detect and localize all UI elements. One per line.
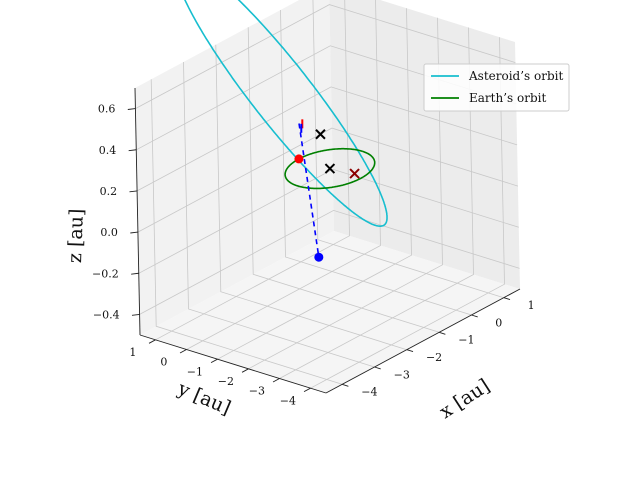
point-dot-1 — [314, 252, 324, 262]
point-cross-stroke-b-4 — [349, 168, 360, 179]
z-axis-label: z [au] — [64, 208, 88, 263]
x-tick-0 — [342, 383, 349, 387]
gridline-x-0 — [150, 79, 343, 385]
y-axis-line — [139, 334, 327, 394]
z-tick-label-1: −0.2 — [92, 267, 119, 280]
y-tick-5 — [148, 339, 156, 344]
z-tick-label-2: 0.0 — [100, 226, 118, 239]
z-tick-label-0: −0.4 — [93, 308, 120, 321]
z-tick-4 — [128, 149, 137, 152]
x-tick-label-4: 0 — [495, 316, 502, 329]
x-axis-label: x [au] — [436, 375, 494, 423]
dashed-segment-0 — [298, 123, 320, 258]
y-tick-label-0: −4 — [280, 394, 296, 407]
marker-layer — [294, 119, 360, 262]
y-tick-label-3: −1 — [187, 365, 203, 378]
z-tick-label-5: 0.6 — [98, 103, 116, 116]
x-tick-label-5: 1 — [528, 299, 535, 312]
y-tick-label-2: −2 — [218, 375, 234, 388]
legend-label-earth: Earth’s orbit — [469, 91, 546, 105]
point-cross-4 — [349, 168, 360, 179]
legend: Asteroid’s orbit Earth’s orbit — [423, 63, 570, 112]
gridline-z-3 — [136, 86, 518, 192]
series-layer — [184, 0, 388, 258]
z-tick-3 — [129, 190, 138, 193]
x-axis-line — [325, 288, 521, 394]
x-tick-5 — [503, 297, 511, 301]
axis-lines — [134, 87, 521, 394]
y-tick-label-5: 1 — [129, 346, 136, 359]
y-tick-4 — [179, 349, 187, 354]
z-axis-line — [134, 87, 141, 336]
gridline-z-1 — [138, 168, 519, 274]
x-tick-label-0: −4 — [361, 386, 377, 399]
gridline-y-4 — [186, 0, 381, 350]
gridline-x-1 — [183, 61, 375, 368]
x-tick-4 — [471, 314, 478, 318]
gridline-y-5 — [155, 0, 350, 341]
legend-label-asteroid: Asteroid’s orbit — [468, 69, 563, 83]
series-line-1 — [284, 147, 376, 190]
pane-floor — [140, 231, 520, 393]
point-cross-stroke-b-2 — [324, 163, 336, 174]
gridline-x-3 — [247, 27, 440, 333]
y-tick-0 — [303, 387, 311, 393]
gridline-y-0 — [310, 37, 505, 389]
gridline-x-4 — [280, 9, 472, 316]
axis-ticks: −4 −3 −2 −1 0 1 −4 −3 −2 −1 0 1 −0.4 −0.2 0.0 0.2 0.4 0.6 — [92, 103, 535, 408]
y-tick-label-4: 0 — [160, 356, 167, 369]
y-tick-3 — [210, 358, 218, 364]
z-tick-2 — [130, 231, 138, 234]
x-tick-2 — [406, 349, 414, 353]
x-tick-label-1: −3 — [394, 368, 410, 381]
point-dot-0 — [294, 154, 304, 164]
x-tick-label-2: −2 — [426, 351, 442, 364]
z-tick-label-3: 0.2 — [100, 185, 118, 198]
legend-frame — [423, 63, 570, 112]
z-tick-1 — [131, 272, 139, 275]
gridline-z-2 — [137, 127, 519, 233]
y-tick-1 — [272, 378, 280, 383]
point-cross-stroke-b-3 — [315, 129, 326, 140]
z-tick-5 — [127, 108, 136, 110]
point-cross-2 — [324, 163, 336, 174]
gridline-x-5 — [312, 0, 504, 299]
series-line-0 — [184, 0, 388, 227]
x-tick-1 — [374, 366, 381, 370]
point-cross-3 — [315, 129, 326, 140]
x-tick-3 — [439, 331, 446, 335]
x-tick-label-3: −1 — [458, 334, 474, 347]
y-tick-label-1: −3 — [249, 385, 265, 398]
z-tick-label-4: 0.4 — [99, 144, 117, 157]
grid-lines — [135, 0, 520, 389]
gridline-y-3 — [217, 8, 412, 360]
z-tick-0 — [131, 313, 140, 316]
pane-back-y — [135, 0, 334, 335]
y-tick-2 — [241, 368, 249, 373]
gridline-z-5 — [135, 4, 516, 109]
gridline-x-2 — [215, 44, 407, 351]
gridline-z-0 — [139, 209, 520, 315]
